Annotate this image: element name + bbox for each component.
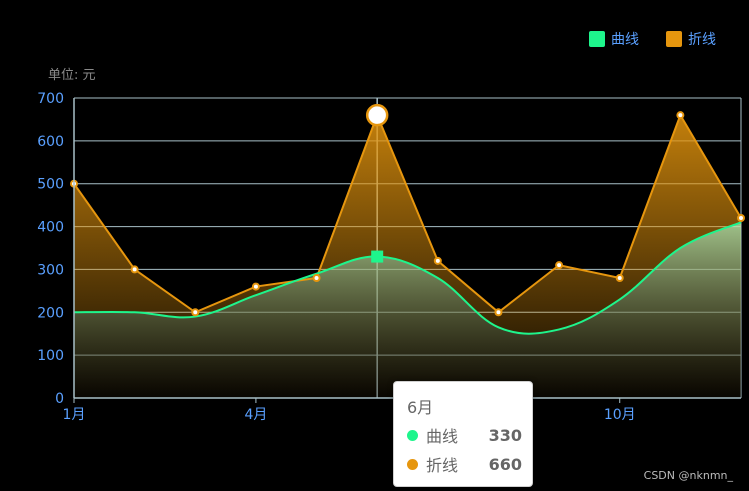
- legend-item-polyline[interactable]: 折线: [666, 29, 716, 49]
- polyline-point[interactable]: [433, 256, 442, 265]
- x-tick-label: 1月: [63, 407, 86, 423]
- x-tick-label: 4月: [244, 407, 267, 423]
- x-tick-label: 10月: [604, 407, 636, 423]
- y-tick-label: 500: [37, 177, 64, 193]
- tooltip-row-polyline: 折线 660: [407, 453, 522, 475]
- polyline-point[interactable]: [555, 261, 564, 270]
- y-tick-label: 400: [37, 220, 64, 236]
- polyline-point[interactable]: [615, 274, 624, 282]
- y-tick-label: 100: [37, 348, 64, 364]
- polyline-point[interactable]: [737, 214, 745, 222]
- polyline-point[interactable]: [130, 265, 139, 274]
- series-areas: [74, 115, 741, 399]
- polyline-point[interactable]: [312, 274, 321, 282]
- watermark: CSDN @nknmn_: [643, 469, 733, 482]
- chart-tooltip: 6月 曲线 330 折线 660: [393, 381, 533, 487]
- line-curve: [73, 221, 742, 335]
- tooltip-series-name: 折线: [426, 456, 459, 475]
- series-points: [70, 103, 745, 317]
- tooltip-dot-polyline: [407, 458, 418, 470]
- y-tick-label: 0: [55, 391, 64, 407]
- y-tick-label: 200: [37, 305, 64, 321]
- tooltip-dot-curve: [407, 429, 418, 441]
- legend-label-curve: 曲线: [611, 32, 639, 48]
- y-tick-label: 600: [37, 134, 64, 150]
- legend-label-polyline: 折线: [688, 32, 716, 48]
- polyline-point[interactable]: [191, 308, 200, 317]
- y-axis-unit-label: 单位: 元: [48, 68, 96, 83]
- tooltip-row-curve: 曲线 330: [407, 424, 522, 446]
- series-lines: [73, 112, 742, 335]
- axes: 0 100 200 300 400 500 600 700 1月 4月 10月: [37, 91, 741, 423]
- curve-point-highlight[interactable]: [371, 250, 384, 263]
- tooltip-series-value: 330: [488, 425, 522, 445]
- polyline-point[interactable]: [494, 308, 503, 317]
- tooltip-series-value: 660: [488, 454, 522, 474]
- polyline-point[interactable]: [251, 282, 260, 291]
- polyline-point[interactable]: [676, 111, 685, 120]
- legend-swatch-polyline: [666, 31, 682, 47]
- polyline-point-highlight[interactable]: [365, 103, 389, 127]
- tooltip-title: 6月: [407, 398, 434, 417]
- tooltip-series-name: 曲线: [426, 427, 459, 446]
- area-curve: [74, 222, 741, 398]
- legend-swatch-curve: [589, 31, 605, 47]
- y-tick-label: 300: [37, 262, 64, 278]
- y-tick-label: 700: [37, 91, 64, 107]
- legend-item-curve[interactable]: 曲线: [589, 29, 639, 49]
- line-polyline: [73, 112, 742, 314]
